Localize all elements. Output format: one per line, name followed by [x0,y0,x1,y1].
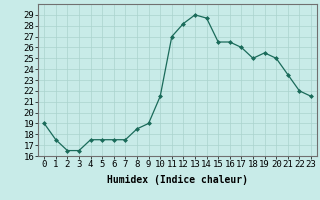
X-axis label: Humidex (Indice chaleur): Humidex (Indice chaleur) [107,175,248,185]
